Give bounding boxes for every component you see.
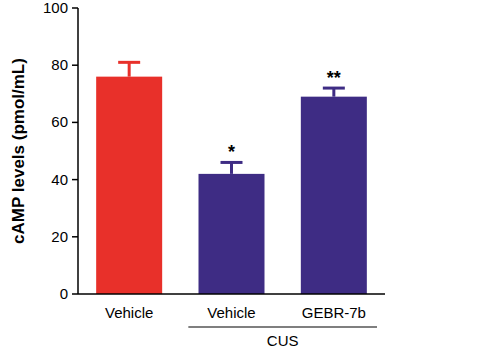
y-tick-label: 100 [43,0,68,16]
y-tick [72,293,78,295]
chart-svg: ***020406080100VehicleVehicleGEBR-7bCUSc… [0,0,500,354]
error-bar-stem [230,162,233,173]
error-bar [323,88,345,97]
chart-container: ***020406080100VehicleVehicleGEBR-7bCUSc… [0,0,500,354]
significance-label: ** [327,68,341,88]
significance-label: * [228,142,235,162]
bar [199,174,265,294]
bars [96,62,367,294]
y-tick [72,7,78,9]
x-tick-label: Vehicle [207,304,255,321]
y-axis-label: cAMP levels (pmol/mL) [9,58,28,244]
y-tick-label: 80 [51,56,68,73]
x-tick-label: GEBR-7b [302,304,366,321]
error-bar-stem [128,62,131,76]
x-axis-line [78,293,385,295]
y-tick-label: 60 [51,113,68,130]
error-bar [118,62,140,76]
error-bar-cap [118,61,140,64]
error-bar [221,162,243,173]
bar [96,77,162,294]
y-tick [72,236,78,238]
y-tick-label: 20 [51,228,68,245]
group-line [188,326,377,327]
y-tick [72,179,78,181]
y-tick-label: 40 [51,171,68,188]
y-tick-label: 0 [60,285,68,302]
y-axis-line [77,8,79,294]
y-tick [72,122,78,124]
x-tick-label: Vehicle [105,304,153,321]
bar [301,97,367,294]
y-tick [72,64,78,66]
group-label: CUS [267,332,299,349]
